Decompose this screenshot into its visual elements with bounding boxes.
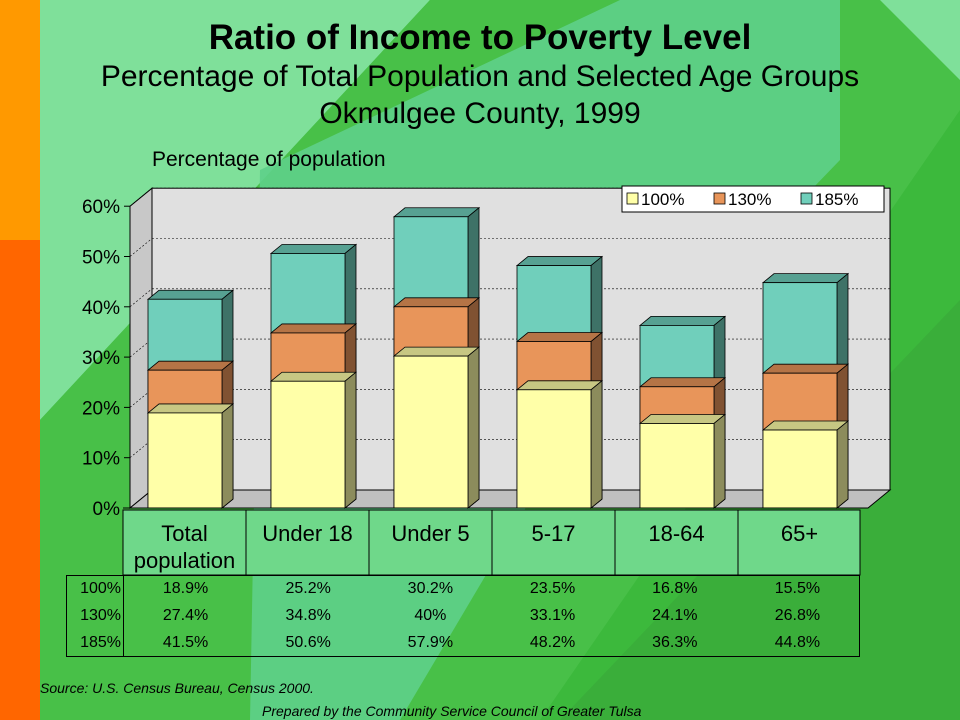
x-tick-label: Under 18: [262, 521, 353, 546]
bar-100pct-1: [269, 371, 358, 509]
x-tick-label: 65+: [781, 521, 818, 546]
gridline-side: [129, 288, 153, 308]
table-cell: 50.6%: [285, 633, 331, 651]
table-row: 185% 41.5% 50.6% 57.9% 48.2% 36.3% 44.8%: [66, 629, 860, 657]
table-cell: 44.8%: [774, 633, 821, 651]
bar-front: [147, 412, 223, 509]
chart-title: Ratio of Income to Poverty Level: [208, 18, 752, 57]
legend-swatch: [800, 192, 813, 205]
table-cell: 57.9%: [407, 633, 454, 651]
legend-label: 130%: [728, 190, 771, 209]
bar-top: [146, 289, 235, 300]
table-cell: 33.1%: [529, 606, 576, 624]
source-note: Source: U.S. Census Bureau, Census 2000.: [40, 680, 314, 696]
prepared-by-note: Prepared by the Community Service Counci…: [262, 703, 642, 719]
gridline-side: [129, 338, 153, 358]
bar-top: [515, 332, 604, 342]
bar-top: [638, 316, 727, 326]
table-cell: 15.5%: [774, 580, 821, 598]
table-row: 130% 27.4% 34.8% 40% 33.1% 24.1% 26.8%: [66, 602, 860, 630]
y-tick-label: 60%: [82, 197, 120, 218]
table-cell: 24.1%: [652, 606, 698, 624]
bar-side: [344, 371, 357, 509]
chart-subtitle-county: Okmulgee County, 1999: [319, 97, 641, 130]
bar-100pct-0: [146, 403, 235, 509]
table-cell: 30.2%: [407, 580, 454, 598]
x-tick-label: Total: [161, 521, 207, 546]
bar-side: [836, 420, 849, 509]
bar-side: [590, 379, 603, 509]
bar-top: [761, 363, 850, 374]
bar-top: [269, 323, 358, 334]
bar-side: [467, 346, 480, 509]
table-row: 100% 18.9% 25.2% 30.2% 23.5% 16.8% 15.5%: [66, 575, 860, 603]
bar-front: [639, 423, 715, 509]
bar-100pct-4: [638, 413, 727, 509]
y-tick-label: 10%: [82, 449, 120, 470]
bar-front: [270, 380, 346, 509]
table-cell: 18.9%: [162, 580, 209, 598]
table-row-label: 130%: [66, 602, 124, 630]
gridline-side: [129, 187, 153, 207]
y-tick-label: 20%: [82, 398, 120, 419]
bar-top: [392, 346, 481, 357]
bar-top: [515, 256, 604, 266]
table-cell: 34.8%: [285, 606, 331, 624]
chart-subtitle: Percentage of Total Population and Selec…: [100, 60, 860, 93]
table-cell: 16.8%: [652, 580, 698, 598]
table-cell: 36.3%: [652, 633, 698, 651]
bar-front: [762, 429, 838, 509]
bar-100pct-2: [392, 346, 481, 509]
bar-100pct-5: [761, 420, 850, 509]
table-row-label: 100%: [66, 575, 124, 603]
x-tick-label: 5-17: [531, 521, 575, 546]
bar-side: [713, 413, 726, 509]
bar-side: [221, 403, 234, 509]
legend: [621, 185, 885, 213]
bar-top: [269, 244, 358, 254]
bar-front: [393, 355, 469, 509]
y-tick-label: 40%: [82, 298, 120, 319]
gridline-side: [129, 389, 153, 408]
table-cell: 48.2%: [529, 633, 576, 651]
bar-top: [392, 297, 481, 308]
legend-swatch: [626, 192, 639, 205]
bar-top: [146, 360, 235, 371]
table-row-label: 185%: [66, 629, 124, 657]
legend-label: 100%: [641, 190, 684, 209]
bar-top: [392, 207, 481, 218]
x-tick-label: Under 5: [391, 521, 469, 546]
bar-100pct-3: [515, 379, 604, 509]
bar-top: [638, 377, 727, 388]
gridline-side: [129, 238, 153, 257]
y-tick-label: 0%: [93, 499, 121, 520]
y-tick-label: 30%: [82, 348, 120, 369]
data-table: 100% 18.9% 25.2% 30.2% 23.5% 16.8% 15.5% 130% 27…: [66, 575, 860, 657]
bar-top: [761, 420, 850, 431]
bar-top: [146, 403, 235, 414]
x-tick-label: 18-64: [648, 521, 704, 546]
bar-top: [761, 273, 850, 284]
table-cell: 40%: [414, 606, 447, 624]
bar-top: [515, 380, 604, 391]
table-cell: 23.5%: [529, 580, 576, 598]
x-tick-label: population: [134, 548, 236, 573]
y-tick-label: 50%: [82, 248, 120, 269]
legend-swatch: [713, 192, 726, 205]
legend-label: 185%: [815, 190, 858, 209]
gridline-side: [129, 439, 153, 458]
bar-top: [638, 414, 727, 424]
y-axis-label: Percentage of population: [152, 148, 386, 171]
table-cell: 41.5%: [162, 633, 209, 651]
bar-front: [516, 389, 592, 509]
table-cell: 26.8%: [774, 606, 821, 624]
bar-top: [269, 371, 358, 382]
table-cell: 25.2%: [285, 580, 331, 598]
table-cell: 27.4%: [162, 606, 209, 624]
